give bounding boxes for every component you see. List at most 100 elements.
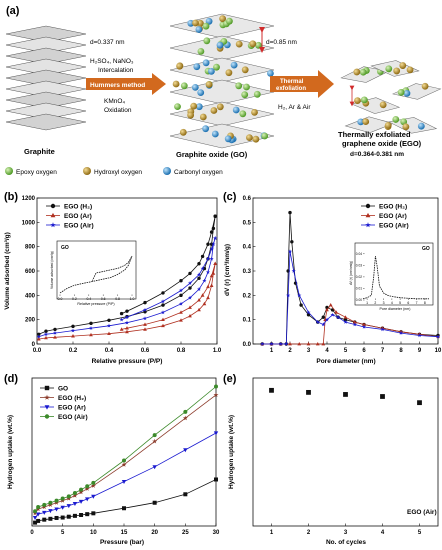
- data-point-go: [183, 492, 188, 497]
- chart-e-xlabel: No. of cycles: [326, 539, 366, 546]
- data-point-ego-h: [71, 324, 75, 329]
- oxygen-group: [251, 109, 258, 116]
- oxygen-group: [421, 82, 429, 90]
- y-tick-label: 1000: [22, 220, 36, 226]
- atmosphere-label: H₂, Ar & Air: [278, 104, 311, 111]
- hummers-arrow: Hummers method: [86, 73, 166, 95]
- data-point-ego-h: [299, 303, 303, 307]
- data-point-ego-h: [37, 332, 41, 336]
- data-point-ego-air: [361, 324, 367, 329]
- inset-x-tick-label: 5: [399, 301, 401, 305]
- thermal-label-2: exfoliation: [276, 86, 306, 92]
- data-point-ego-ar: [188, 313, 192, 318]
- data-point-ego-ar: [54, 507, 59, 512]
- x-tick-label: 4: [325, 348, 329, 354]
- data-point-go: [85, 512, 90, 517]
- oxygen-group: [397, 88, 405, 96]
- data-point-ego-ar: [60, 505, 65, 510]
- data-point-ego-air: [278, 341, 283, 346]
- data-point-go: [48, 516, 53, 521]
- x-tick-label: 0.0: [33, 348, 42, 354]
- data-point-ego-air: [160, 310, 166, 315]
- oxygen-group: [226, 17, 233, 25]
- inset-x-tick-label: 1.0: [130, 297, 135, 301]
- data-point-ego-air: [205, 270, 211, 274]
- oxygen-group: [180, 82, 188, 90]
- inset-c-xlabel: Pore diameter (nm): [380, 307, 411, 311]
- legend-epoxy: Epoxy oxygen: [16, 169, 57, 176]
- x-tick-label: 0.4: [105, 348, 114, 354]
- x-tick-label: 25: [182, 530, 189, 536]
- data-point-ego-air: [43, 332, 49, 337]
- legend-entry-ego-h: EGO (H₂): [58, 395, 86, 402]
- oxygen-group: [360, 96, 368, 104]
- x-tick-label: 0.6: [141, 348, 150, 354]
- data-point-ego-ar: [334, 310, 339, 314]
- data-point-ego-air: [36, 504, 41, 509]
- carbonyl-oxygen-swatch: [163, 167, 171, 175]
- data-point-ego-h: [197, 276, 201, 280]
- data-point-go: [79, 513, 84, 518]
- data-point-ego-ar: [209, 283, 214, 287]
- oxygen-group: [172, 80, 180, 88]
- y-tick-label: 0.4: [243, 245, 252, 251]
- data-point-ego-h: [121, 462, 127, 467]
- data-point-ego-air: [142, 316, 148, 321]
- graphite-stack: [5, 25, 87, 131]
- data-point-ego-air: [343, 392, 348, 397]
- data-point-ego-air: [70, 328, 76, 333]
- oxygen-group: [174, 103, 181, 110]
- inset-x-tick-label: 0.8: [115, 297, 120, 301]
- data-point-ego-air: [417, 400, 422, 406]
- data-point-ego-ar: [42, 510, 47, 515]
- oxygen-group: [354, 97, 361, 104]
- graphene-sheet: [5, 36, 87, 54]
- oxygen-group: [384, 121, 392, 129]
- data-point-ego-h: [288, 210, 292, 215]
- oxygen-group: [399, 62, 407, 69]
- data-point-ego-air: [152, 433, 157, 438]
- data-point-ego-air: [36, 334, 41, 339]
- data-point-ego-h: [209, 230, 214, 234]
- oxygen-group: [199, 113, 207, 121]
- x-tick-label: 0.2: [69, 348, 78, 354]
- data-point-ego-air: [291, 268, 296, 273]
- step-oxidation: Oxidation: [104, 107, 132, 114]
- panel-c-label: (c): [223, 191, 237, 203]
- legend-marker-go: [44, 385, 50, 391]
- data-point-ego-ar: [321, 341, 326, 346]
- data-point-ego-air: [33, 509, 38, 514]
- legend-entry-ego-ar: EGO (Ar): [379, 213, 407, 220]
- chart-c-xlabel: Pore diameter (nm): [316, 358, 375, 365]
- data-point-ego-h: [213, 392, 219, 397]
- data-point-ego-h: [343, 317, 348, 322]
- y-tick-label: 800: [25, 245, 36, 251]
- graphene-sheet: [5, 102, 87, 120]
- data-point-ego-air: [380, 327, 385, 332]
- data-point-ego-air: [66, 494, 71, 499]
- data-point-ego-air: [269, 341, 274, 346]
- data-point-ego-ar: [188, 305, 192, 309]
- chart-e-frame: [252, 377, 439, 527]
- oxygen-group: [353, 68, 361, 76]
- data-point-ego-air: [202, 278, 207, 283]
- x-tick-label: 5: [344, 348, 348, 354]
- data-point-ego-h: [179, 293, 183, 298]
- data-point-ego-ar: [323, 317, 328, 322]
- data-point-ego-h: [161, 303, 165, 307]
- inset-x-tick-label: 4: [391, 301, 393, 305]
- data-point-ego-ar: [183, 448, 188, 453]
- data-point-ego-h: [188, 286, 192, 290]
- data-point-ego-air: [60, 496, 65, 501]
- chart-e-annotation: EGO (Air): [407, 509, 437, 516]
- graphite-d-spacing: d=0.337 nm: [90, 39, 125, 46]
- legend-entry-ego-ar: EGO (Ar): [64, 213, 92, 220]
- legend-entry-ego-air: EGO (Air): [58, 414, 88, 421]
- data-point-ego-air: [352, 322, 357, 327]
- series-line-ego-ar: [262, 304, 439, 345]
- legend-marker-ego-h: [44, 394, 50, 400]
- data-point-ego-ar: [315, 341, 320, 346]
- x-tick-label: 10: [435, 348, 442, 354]
- y-tick-label: 0: [32, 342, 36, 348]
- oxygen-group: [261, 132, 269, 140]
